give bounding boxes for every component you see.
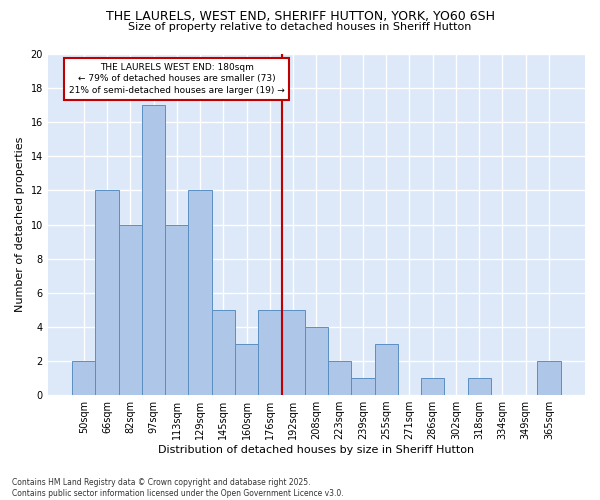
Bar (328, 361, 351, 395)
Bar (467, 378, 491, 395)
Bar (165, 224, 188, 395)
Bar (95, 190, 119, 395)
Bar (142, 105, 165, 395)
Text: Contains HM Land Registry data © Crown copyright and database right 2025.
Contai: Contains HM Land Registry data © Crown c… (12, 478, 344, 498)
Bar (119, 224, 142, 395)
X-axis label: Distribution of detached houses by size in Sheriff Hutton: Distribution of detached houses by size … (158, 445, 475, 455)
Bar (212, 310, 235, 395)
Bar (351, 378, 374, 395)
Bar (72, 361, 95, 395)
Text: THE LAURELS, WEST END, SHERIFF HUTTON, YORK, YO60 6SH: THE LAURELS, WEST END, SHERIFF HUTTON, Y… (106, 10, 494, 23)
Bar (374, 344, 398, 395)
Y-axis label: Number of detached properties: Number of detached properties (15, 137, 25, 312)
Bar (538, 361, 560, 395)
Bar (421, 378, 445, 395)
Bar (305, 327, 328, 395)
Bar (188, 190, 212, 395)
Bar (281, 310, 305, 395)
Bar (235, 344, 258, 395)
Text: THE LAURELS WEST END: 180sqm
← 79% of detached houses are smaller (73)
21% of se: THE LAURELS WEST END: 180sqm ← 79% of de… (69, 62, 285, 95)
Text: Size of property relative to detached houses in Sheriff Hutton: Size of property relative to detached ho… (128, 22, 472, 32)
Bar (258, 310, 281, 395)
